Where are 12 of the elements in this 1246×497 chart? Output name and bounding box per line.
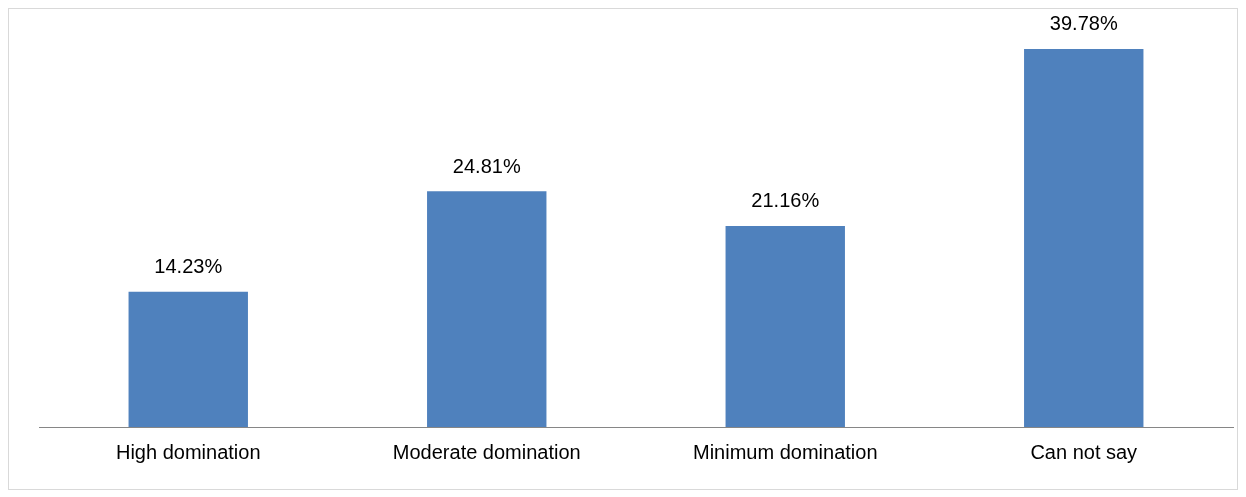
x-tick-label: High domination (115, 440, 261, 463)
data-label: 24.81% (452, 154, 521, 177)
bar (128, 291, 248, 427)
x-tick-label: Moderate domination (392, 440, 581, 463)
data-label: 14.23% (154, 255, 223, 278)
x-tick-label: Can not say (1030, 440, 1138, 463)
x-tick-label: Minimum domination (692, 440, 878, 463)
bar (427, 191, 547, 427)
data-label: 21.16% (751, 189, 820, 212)
bar (1024, 48, 1144, 427)
bar (725, 225, 845, 427)
data-label: 39.78% (1049, 12, 1118, 35)
